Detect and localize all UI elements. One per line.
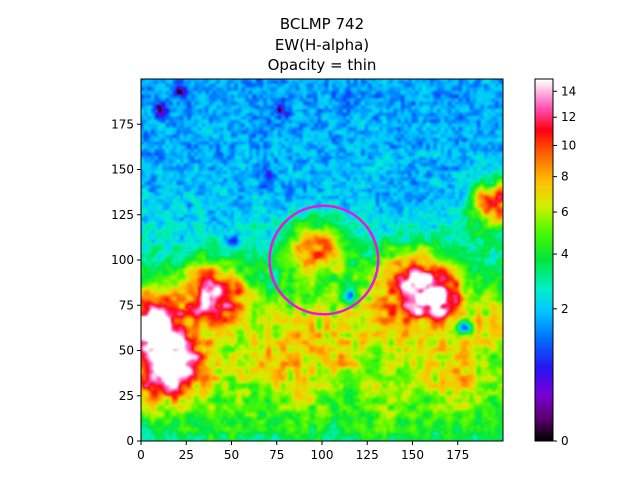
aperture-circle [268, 204, 380, 316]
y-tick-label: 0 [126, 434, 134, 448]
y-tick-label: 50 [119, 344, 134, 358]
y-tick-label: 75 [119, 298, 134, 312]
x-tick-label: 50 [224, 448, 239, 462]
colorbar-tick-label: 8 [561, 170, 569, 184]
colorbar-tick-label: 12 [561, 110, 576, 124]
y-tick-label: 175 [111, 117, 134, 131]
x-tick-label: 25 [179, 448, 194, 462]
x-tick-label: 75 [269, 448, 284, 462]
x-tick-label: 150 [401, 448, 424, 462]
colorbar-tick-label: 4 [561, 247, 569, 261]
colorbar-ticks: 0 2 4 6 8 10 12 14 [553, 84, 576, 448]
heatmap-area [141, 79, 503, 441]
colorbar-tick-label: 0 [561, 434, 569, 448]
y-tick-label: 25 [119, 389, 134, 403]
x-axis-ticks: 0 25 50 75 100 125 150 175 [137, 441, 469, 462]
y-axis-ticks: 0 25 50 75 100 125 150 175 [111, 117, 141, 448]
colorbar-gradient [535, 79, 553, 441]
y-tick-label: 125 [111, 208, 134, 222]
chart-title-line-3: Opacity = thin [268, 56, 377, 74]
colorbar-frame [534, 78, 554, 442]
x-tick-label: 100 [311, 448, 334, 462]
x-tick-label: 175 [446, 448, 469, 462]
colorbar-tick-label: 6 [561, 205, 569, 219]
chart-title-line-1: BCLMP 742 [280, 15, 364, 33]
x-tick-label: 0 [137, 448, 145, 462]
colorbar-tick-label: 14 [561, 84, 576, 98]
chart-title-line-2: EW(H-alpha) [275, 36, 369, 54]
y-tick-label: 100 [111, 253, 134, 267]
y-tick-label: 150 [111, 163, 134, 177]
heatmap-image [141, 79, 503, 441]
colorbar-tick-label: 2 [561, 302, 569, 316]
colorbar-tick-label: 10 [561, 138, 576, 152]
colorbar: 0 2 4 6 8 10 12 14 [534, 78, 576, 448]
x-tick-label: 125 [356, 448, 379, 462]
